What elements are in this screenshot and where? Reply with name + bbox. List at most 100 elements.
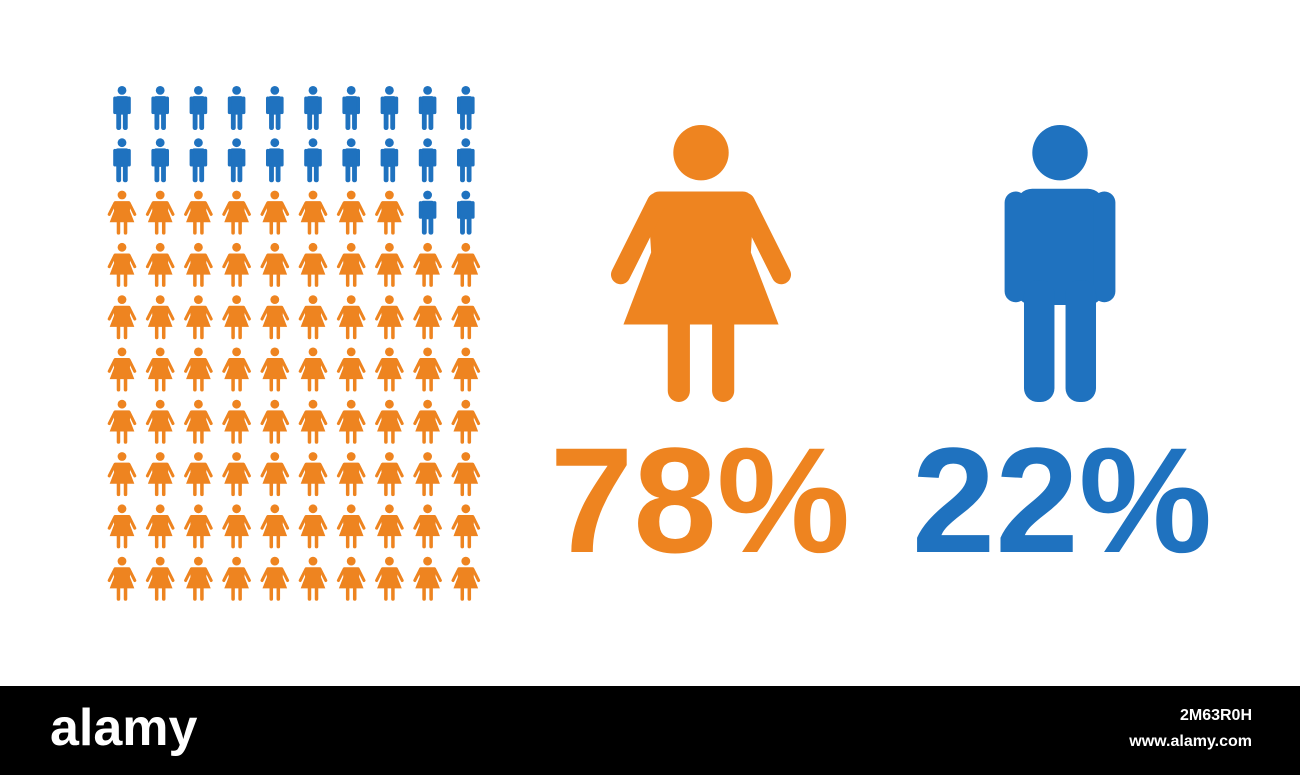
dress <box>262 410 288 432</box>
dress <box>109 462 135 484</box>
head <box>423 86 432 95</box>
arm <box>471 201 475 219</box>
arms <box>413 567 442 583</box>
leg <box>345 110 351 130</box>
dress <box>109 253 135 275</box>
leg <box>352 429 357 444</box>
pictogram-icon <box>227 86 246 130</box>
arms <box>375 253 404 269</box>
leg <box>154 377 159 392</box>
leg <box>154 220 159 235</box>
leg <box>460 429 465 444</box>
dress <box>338 358 364 380</box>
leg <box>275 110 281 130</box>
head <box>270 347 280 357</box>
leg <box>269 429 274 444</box>
arms <box>107 462 137 478</box>
leg <box>269 162 274 183</box>
head <box>423 504 432 514</box>
leg <box>276 586 281 601</box>
leg <box>199 110 205 130</box>
pictogram-icon <box>413 242 442 287</box>
leg <box>154 429 159 444</box>
head <box>117 242 127 252</box>
leg <box>269 377 274 392</box>
dress <box>377 514 402 537</box>
head <box>232 295 241 304</box>
leg <box>123 377 128 392</box>
leg <box>231 220 235 235</box>
pictogram-icon <box>222 556 251 601</box>
leg <box>460 534 465 549</box>
leg <box>352 162 357 183</box>
leg <box>467 377 472 392</box>
head <box>270 138 280 148</box>
dress <box>147 253 173 275</box>
dress <box>224 410 249 432</box>
leg <box>199 162 205 183</box>
leg <box>200 429 204 444</box>
leg <box>123 429 128 444</box>
arm <box>432 148 437 167</box>
arms <box>107 253 137 269</box>
head <box>232 452 241 461</box>
pictogram-icon <box>451 504 481 549</box>
leg <box>116 272 121 287</box>
leg <box>200 220 204 235</box>
leg <box>1023 280 1055 402</box>
leg <box>200 377 204 392</box>
head <box>194 295 203 304</box>
arm <box>113 96 117 115</box>
leg <box>161 162 166 183</box>
leg <box>467 534 472 549</box>
arm <box>418 148 423 167</box>
pictogram-icon <box>184 242 213 287</box>
leg <box>161 482 166 497</box>
torso <box>191 148 206 167</box>
head <box>194 399 203 409</box>
head <box>461 242 471 252</box>
dress <box>453 462 479 484</box>
leg <box>460 586 465 601</box>
leg <box>200 482 204 497</box>
torso <box>420 96 435 115</box>
head <box>232 86 241 95</box>
pictogram-icon <box>336 295 366 340</box>
leg <box>231 534 235 549</box>
torso <box>344 96 359 115</box>
head <box>308 242 318 252</box>
head <box>117 452 127 461</box>
leg <box>307 377 312 392</box>
leg <box>422 377 426 392</box>
head <box>117 86 127 95</box>
arms <box>375 515 404 530</box>
pictogram-icon <box>375 295 404 340</box>
leg <box>428 215 434 235</box>
leg <box>391 429 395 444</box>
dress <box>453 305 479 327</box>
pictogram-icon <box>184 452 213 497</box>
dress <box>415 305 440 327</box>
arm <box>418 201 423 219</box>
torso <box>420 148 435 167</box>
dress <box>186 567 211 589</box>
arm <box>165 148 169 167</box>
leg <box>231 429 235 444</box>
pictogram-icon <box>336 347 366 392</box>
leg <box>428 162 434 183</box>
pictogram-icon <box>222 452 251 497</box>
torso <box>1015 188 1105 306</box>
dress <box>377 305 402 327</box>
pictogram-icon <box>184 295 213 340</box>
leg <box>345 377 350 392</box>
percent-label: 78% <box>550 416 850 584</box>
dress <box>224 201 249 223</box>
dress <box>453 514 479 537</box>
dress <box>186 514 211 537</box>
pictogram-icon <box>145 399 175 444</box>
arms <box>107 567 137 583</box>
pictogram-icon <box>298 399 328 444</box>
leg <box>345 272 350 287</box>
head <box>194 138 203 148</box>
head <box>461 504 471 514</box>
